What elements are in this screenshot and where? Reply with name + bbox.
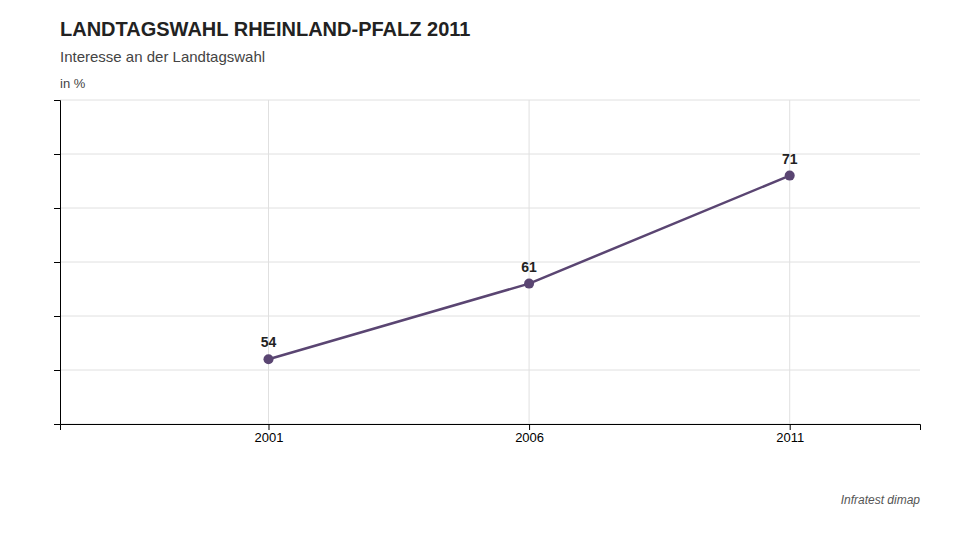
point (785, 171, 795, 181)
y-tick (54, 316, 60, 317)
plot: 2001 2006 2011 in % 54 61 71 (54, 76, 921, 445)
chart: LANDTAGSWAHL RHEINLAND-PFALZ 2011 Interes… (0, 0, 960, 544)
grid-line-x (789, 100, 790, 424)
y-tick-mark (54, 424, 60, 425)
y-axis-title: in % (60, 76, 86, 91)
y-tick-mark (54, 154, 60, 155)
point (524, 279, 534, 289)
y-tick (54, 370, 60, 371)
x-axis: 2001 2006 2011 (61, 424, 921, 445)
point (263, 354, 273, 364)
data-label: 54 (261, 334, 277, 350)
grid-line-y (60, 262, 920, 263)
x-tick-label: 2011 (776, 430, 804, 445)
x-tick: 2006 (515, 424, 544, 445)
x-axis-line (61, 425, 921, 431)
grid (60, 100, 920, 424)
subtitle: Interesse an der Landtagswahl (60, 48, 265, 65)
y-axis-line (54, 101, 61, 425)
grid-line-y (60, 316, 920, 317)
y-tick-mark (54, 316, 60, 317)
grid-line-x (268, 100, 269, 424)
y-tick (54, 424, 60, 425)
x-tick-mark (529, 424, 530, 430)
x-tick-label: 2001 (255, 430, 284, 445)
y-tick-mark (54, 208, 60, 209)
x-tick: 2001 (255, 424, 284, 445)
y-tick (54, 262, 60, 263)
y-tick-mark (54, 370, 60, 371)
title: LANDTAGSWAHL RHEINLAND-PFALZ 2011 (60, 18, 470, 40)
y-tick-mark (54, 262, 60, 263)
data-labels: 54 61 71 (261, 151, 798, 351)
y-tick (54, 208, 60, 209)
grid-line-y (60, 208, 920, 209)
y-tick-mark (54, 100, 60, 101)
grid-line-y (60, 370, 920, 371)
x-tick-label: 2006 (515, 430, 544, 445)
data-label: 71 (782, 151, 798, 167)
annotation: Infratest dimap (841, 493, 921, 507)
x-tick-mark (790, 424, 791, 430)
y-tick (54, 154, 60, 155)
y-axis (54, 101, 61, 425)
data-label: 61 (521, 259, 537, 275)
x-tick-mark (268, 424, 269, 430)
x-tick: 2011 (776, 424, 804, 445)
marks (263, 171, 794, 365)
line (268, 176, 789, 360)
y-tick (54, 100, 60, 101)
grid-line-y (60, 100, 920, 101)
